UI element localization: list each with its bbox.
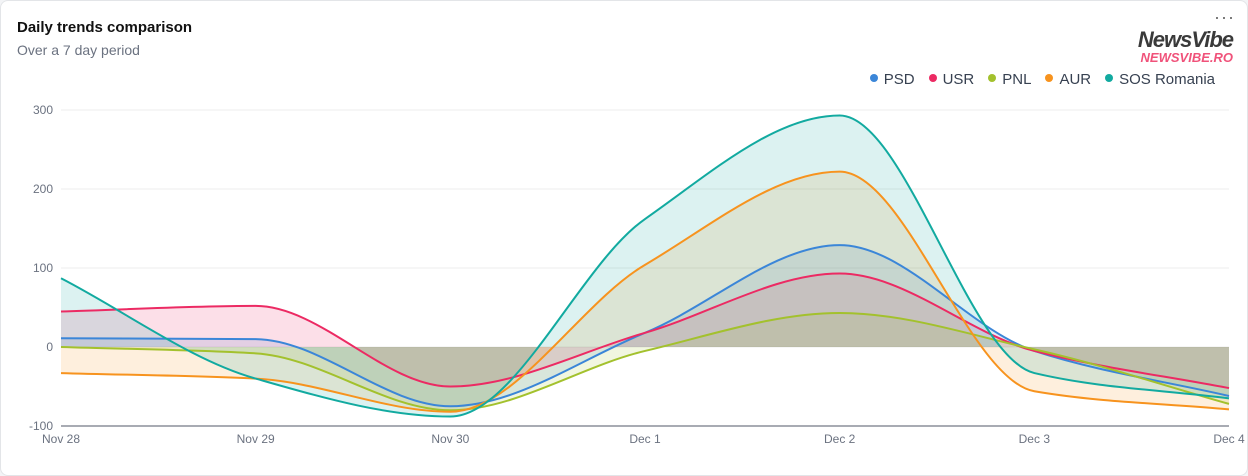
line-sos-romania	[60, 114, 1230, 418]
legend-dot-icon	[1045, 74, 1054, 83]
chart-subtitle: Over a 7 day period	[17, 42, 140, 58]
legend-label: PSD	[883, 71, 915, 88]
area-sos-romania	[61, 115, 1229, 417]
x-tick-label: Nov 28	[42, 432, 80, 446]
newsvibe-logo: NewsVibe NEWSVIBE.RO	[1137, 27, 1234, 65]
logo-name: NewsVibe	[1137, 27, 1234, 52]
legend-dot-icon	[988, 74, 997, 83]
area-pnl	[61, 313, 1229, 411]
x-tick-label: Nov 30	[431, 432, 469, 446]
legend-item[interactable]: SOS Romania	[1105, 71, 1215, 88]
y-tick-label: 0	[46, 340, 53, 354]
x-tick-label: Dec 2	[824, 432, 856, 446]
legend-item[interactable]: AUR	[1045, 71, 1091, 88]
area-aur	[61, 171, 1229, 412]
x-tick-label: Dec 1	[629, 432, 661, 446]
legend-dot-icon	[869, 74, 878, 83]
legend-label: AUR	[1059, 71, 1092, 88]
legend-label: USR	[942, 71, 975, 88]
y-tick-label: 200	[33, 182, 53, 196]
area-usr	[61, 273, 1229, 389]
y-tick-label: 100	[33, 261, 53, 275]
legend-label: PNL	[1002, 71, 1032, 88]
logo-url: NEWSVIBE.RO	[1140, 50, 1233, 65]
x-tick-label: Dec 3	[1019, 432, 1051, 446]
legend-dot-icon	[928, 74, 937, 83]
chart-title: Daily trends comparison	[17, 19, 193, 36]
line-usr	[60, 272, 1230, 390]
x-tick-label: Nov 29	[237, 432, 275, 446]
more-options-icon[interactable]: ···	[1214, 7, 1235, 27]
x-tick-label: Dec 4	[1213, 432, 1245, 446]
area-psd	[61, 245, 1229, 407]
line-aur	[60, 170, 1230, 413]
chart-legend: PSD USR PNL AUR SOS Romania	[869, 71, 1215, 88]
legend-label: SOS Romania	[1119, 71, 1215, 88]
line-pnl	[60, 312, 1230, 412]
y-tick-label: -100	[29, 419, 53, 433]
legend-item[interactable]: PNL	[988, 71, 1031, 88]
y-tick-label: 300	[33, 103, 53, 117]
legend-item[interactable]: USR	[928, 71, 975, 88]
legend-dot-icon	[1105, 74, 1114, 83]
legend-item[interactable]: PSD	[869, 71, 915, 88]
